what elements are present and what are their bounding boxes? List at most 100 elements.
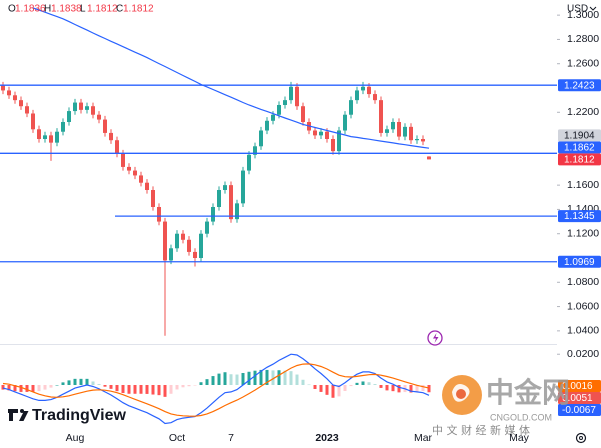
candle-body — [385, 129, 389, 133]
candle-body — [97, 114, 101, 120]
candle-body — [301, 106, 305, 122]
candle-body — [163, 221, 167, 261]
currency-dropdown[interactable] — [589, 6, 597, 11]
macd-histogram-bar — [211, 376, 215, 385]
y-tick-label: 1.3000 — [567, 9, 599, 21]
candle-body — [277, 105, 281, 115]
macd-label-box — [558, 404, 601, 416]
macd-histogram-bar — [103, 385, 107, 387]
price-label: 1.1862 — [564, 143, 595, 154]
macd-histogram-bar — [259, 369, 263, 385]
macd-histogram-bar — [133, 385, 137, 394]
candle-body — [115, 140, 119, 154]
macd-histogram-bar — [307, 384, 311, 386]
macd-histogram-bar — [235, 374, 239, 385]
candle-body — [37, 129, 41, 139]
cngold-name: 中金网 — [486, 376, 570, 409]
macd-histogram-bar — [325, 385, 329, 395]
macd-histogram-bar — [391, 385, 395, 392]
y-tick-label: 1.0400 — [567, 325, 599, 337]
macd-histogram-bar — [187, 385, 191, 387]
macd-histogram-bar — [49, 385, 53, 388]
candle-body — [211, 207, 215, 222]
price-label-box — [558, 141, 601, 154]
macd-histogram-bar — [109, 385, 113, 389]
candle-body — [43, 135, 47, 139]
macd-histogram-bar — [91, 381, 95, 385]
candle-body — [403, 126, 407, 137]
tradingview-logo: TradingView — [8, 407, 127, 424]
macd-histogram-bar — [367, 382, 371, 385]
candle-body — [55, 131, 59, 143]
macd-histogram-bar — [229, 374, 233, 385]
time-axis: Aug Oct 7 2023 Mar May — [66, 432, 530, 444]
alert-icon[interactable] — [427, 330, 443, 346]
price-label: 1.1904 — [564, 131, 595, 142]
settings-icon[interactable] — [575, 432, 587, 444]
y-tick-label: 1.1600 — [567, 179, 599, 191]
macd-histogram-bar — [223, 372, 227, 385]
macd-label-box — [558, 380, 601, 392]
y-tick-label: 1.1200 — [567, 227, 599, 239]
cngold-url: CNGOLD.COM — [490, 412, 552, 422]
price-label: 1.1812 — [564, 155, 595, 166]
macd-histogram-bar — [427, 385, 431, 393]
candle-body — [157, 207, 161, 222]
macd-histogram-bar — [193, 385, 197, 386]
price-label-box — [558, 153, 601, 166]
macd-histogram-bar — [13, 385, 17, 392]
candle-body — [427, 156, 431, 160]
ohlc-value: 1.1812 — [123, 4, 154, 15]
macd-histogram-bar — [319, 385, 323, 392]
candle-body — [355, 90, 359, 101]
y-tick-label: 1.2600 — [567, 57, 599, 69]
candle-body — [199, 233, 203, 258]
macd-histogram-bar — [163, 385, 167, 397]
ohlc-key: H — [44, 4, 51, 15]
macd-histogram-bar — [241, 373, 245, 385]
macd-histogram-bar — [343, 385, 347, 391]
macd-histogram-bar — [19, 385, 23, 392]
candle-body — [13, 95, 17, 101]
candle-body — [265, 120, 269, 131]
candle-body — [349, 100, 353, 115]
price-label: 1.1345 — [564, 211, 595, 222]
macd-histogram-bar — [175, 385, 179, 390]
candle-body — [175, 233, 179, 249]
candle-body — [7, 90, 11, 96]
candle-body — [73, 102, 77, 112]
macd-histogram-bar — [373, 384, 377, 385]
macd-histogram-bar — [37, 385, 41, 392]
macd-histogram-bar — [337, 385, 341, 397]
candle-body — [67, 111, 71, 122]
macd-histogram-bar — [139, 385, 143, 394]
macd-histogram-bar — [217, 373, 221, 385]
macd-histogram-bar — [85, 378, 89, 385]
macd-histogram-bar — [199, 382, 203, 385]
ohlc-value: 1.1812 — [87, 4, 118, 15]
macd-histogram-bar — [385, 385, 389, 391]
macd-histogram-bar — [181, 385, 185, 388]
macd-histogram-bar — [313, 385, 317, 389]
candle-body — [193, 251, 197, 258]
candle-body — [187, 239, 191, 252]
macd-histogram-bar — [157, 385, 161, 396]
candle-body — [235, 203, 239, 220]
y-tick-label: 1.2800 — [567, 33, 599, 45]
candle-body — [271, 114, 275, 121]
candle-body — [367, 86, 371, 95]
candle-body — [325, 131, 329, 139]
price-label-box — [558, 255, 601, 268]
candle-body — [415, 139, 419, 141]
candle-body — [133, 170, 137, 176]
macd-histogram-bar — [67, 380, 71, 385]
candle-body — [421, 139, 425, 142]
candle-body — [241, 170, 245, 204]
price-label: 1.0969 — [564, 257, 595, 268]
candle-body — [85, 106, 89, 110]
candle-body — [217, 190, 221, 207]
macd-histogram-bar — [253, 370, 257, 385]
currency-label: USD — [567, 4, 588, 15]
macd-histogram-bar — [97, 384, 101, 385]
